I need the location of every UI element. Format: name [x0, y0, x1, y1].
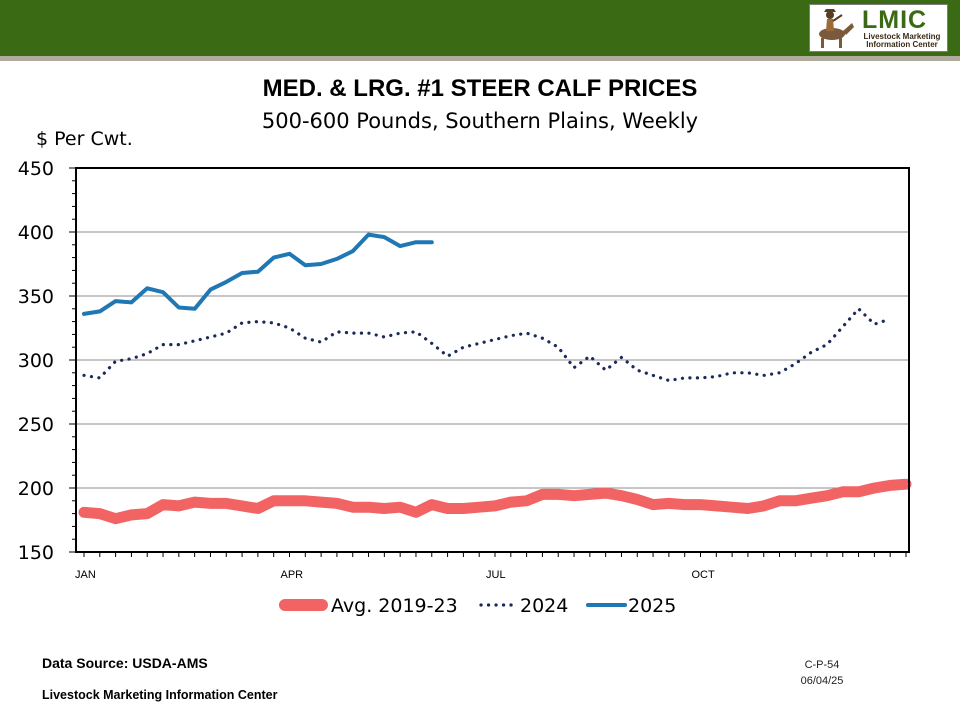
- y-tick-label-250: 250: [18, 414, 54, 436]
- x-tick-label-jul: JUL: [486, 569, 506, 581]
- y-tick-label-200: 200: [18, 478, 54, 500]
- y-tick-label-300: 300: [18, 350, 54, 372]
- line-chart: 150 200 250 300 350 400 450 JAN APR JUL OCT Avg. 20…: [18, 158, 912, 617]
- y-tick-label-150: 150: [18, 542, 54, 564]
- chart-subtitle: 500-600 Pounds, Southern Plains, Weekly: [261, 109, 699, 133]
- chart-code-block: C-P-54 06/04/25: [782, 657, 862, 689]
- chart-code: C-P-54: [804, 659, 840, 671]
- plot-area-frame: [75, 167, 910, 553]
- legend-label-3: 2025: [628, 595, 676, 617]
- y-axis-label: $ Per Cwt.: [36, 128, 133, 150]
- series-line-avg-2019-23: [78, 478, 912, 525]
- y-tick-label-350: 350: [18, 286, 54, 308]
- y-tick-label-400: 400: [18, 222, 54, 244]
- legend-label-2: 2024: [520, 595, 568, 617]
- data-source: Data Source: USDA-AMS: [42, 655, 208, 671]
- series-line-2024: [82, 307, 892, 383]
- legend-label-1: Avg. 2019-23: [331, 595, 458, 617]
- y-tick-label-450: 450: [18, 158, 54, 180]
- chart-title: MED. & LRG. #1 STEER CALF PRICES: [262, 75, 698, 102]
- chart-date: 06/04/25: [800, 675, 844, 687]
- organization-name: Livestock Marketing Information Center: [42, 688, 278, 702]
- header-bar: [0, 0, 960, 56]
- logo-subtitle: Livestock Marketing Information Center: [863, 32, 941, 49]
- cowboy-rider-icon: [819, 9, 854, 48]
- series-line-2025: [82, 232, 434, 316]
- x-tick-label-oct: OCT: [692, 569, 716, 581]
- lmic-logo: LMIC Livestock Marketing Information Cen…: [809, 4, 948, 52]
- x-tick-label-jan: JAN: [75, 569, 96, 581]
- x-tick-label-apr: APR: [281, 569, 304, 581]
- header-divider: [0, 56, 960, 61]
- logo-wordmark: LMIC: [862, 6, 928, 34]
